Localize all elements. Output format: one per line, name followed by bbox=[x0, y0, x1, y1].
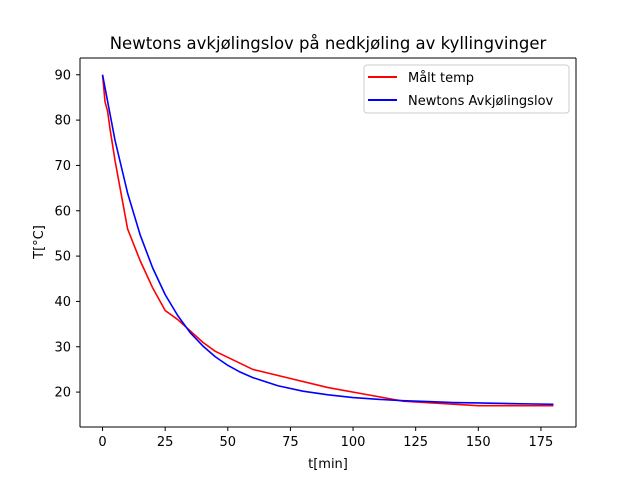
x-tick-label: 125 bbox=[403, 435, 428, 450]
x-tick-label: 175 bbox=[529, 435, 554, 450]
legend-label-newton: Newtons Avkjølingslov bbox=[408, 94, 554, 109]
y-tick-label: 20 bbox=[54, 386, 71, 401]
plot-area bbox=[80, 58, 576, 427]
y-tick-label: 30 bbox=[54, 340, 71, 355]
legend-label-measured: Målt temp bbox=[408, 71, 474, 86]
y-axis-ticks: 20 30 40 50 60 70 80 90 bbox=[54, 68, 80, 401]
chart-title: Newtons avkjølingslov på nedkjøling av k… bbox=[110, 34, 547, 53]
x-tick-label: 100 bbox=[341, 435, 366, 450]
y-tick-label: 70 bbox=[54, 159, 71, 174]
series-layer bbox=[101, 74, 554, 407]
y-tick-label: 90 bbox=[54, 68, 71, 83]
y-tick-label: 60 bbox=[54, 204, 71, 219]
y-tick-label: 40 bbox=[54, 295, 71, 310]
axes-frame bbox=[79, 57, 577, 428]
x-tick-label: 0 bbox=[98, 435, 106, 450]
series-line-measured bbox=[101, 74, 554, 407]
legend: Målt temp Newtons Avkjølingslov bbox=[363, 64, 570, 114]
x-tick-label: 50 bbox=[220, 435, 237, 450]
x-tick-label: 75 bbox=[282, 435, 299, 450]
legend-box bbox=[363, 64, 570, 114]
x-tick-label: 25 bbox=[157, 435, 174, 450]
series-line-newton bbox=[101, 74, 554, 406]
x-axis-label: t[min] bbox=[308, 457, 348, 472]
x-tick-label: 150 bbox=[466, 435, 491, 450]
y-tick-label: 80 bbox=[54, 114, 71, 129]
y-tick-label: 50 bbox=[54, 250, 71, 265]
x-axis-ticks: 0 25 50 75 100 125 150 175 bbox=[98, 427, 553, 450]
y-axis-label: T[°C] bbox=[32, 225, 47, 260]
